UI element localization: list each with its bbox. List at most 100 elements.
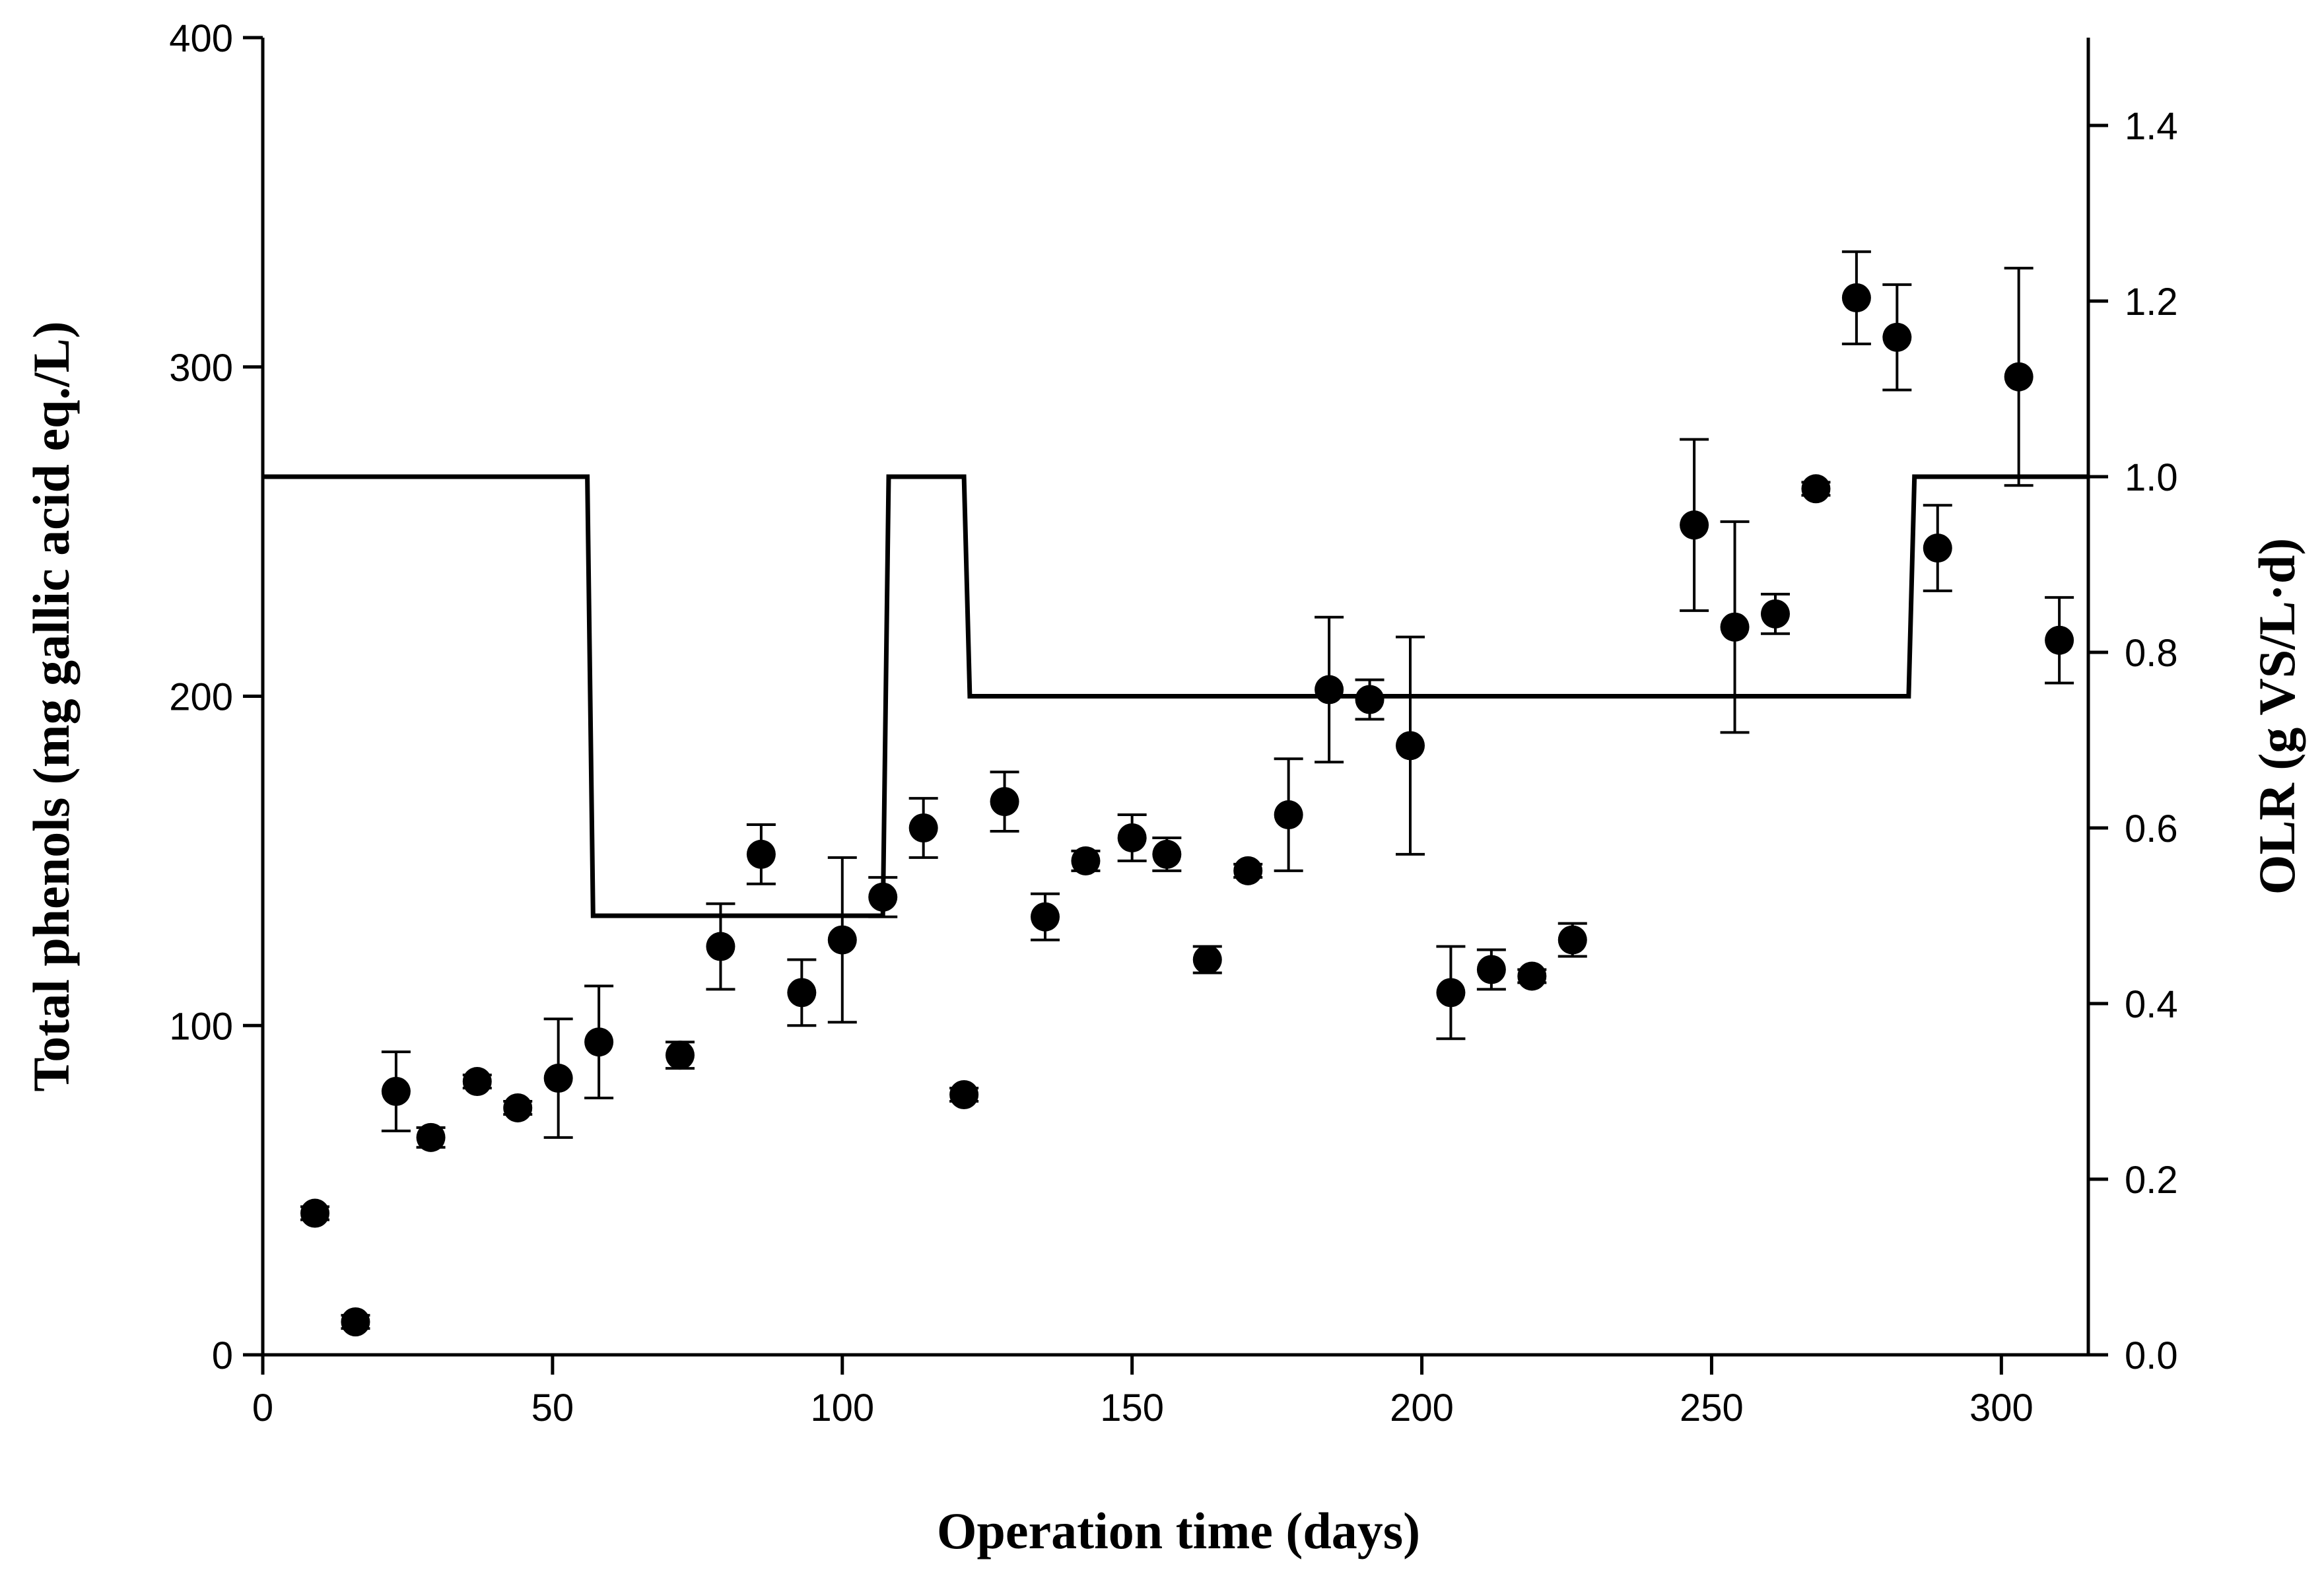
data-point-group	[666, 1041, 695, 1070]
data-point-group	[1680, 438, 1709, 612]
y2-tick-label: 0.6	[2125, 807, 2178, 850]
data-point	[1274, 800, 1303, 830]
data-point-group	[584, 984, 614, 1099]
data-point	[827, 925, 857, 955]
data-point-group	[1071, 846, 1101, 875]
data-point	[908, 813, 938, 842]
data-point	[1517, 961, 1547, 991]
y-tick-label: 300	[169, 347, 233, 390]
y-tick-label: 100	[169, 1005, 233, 1048]
data-point	[1355, 685, 1384, 714]
data-point	[1476, 955, 1506, 984]
y2-tick-label: 0.8	[2125, 632, 2178, 675]
data-point	[1233, 856, 1263, 885]
data-point-group	[503, 1093, 533, 1122]
data-point	[300, 1198, 329, 1228]
data-point-group	[300, 1198, 329, 1228]
data-point-group	[908, 797, 938, 859]
data-point-group	[1152, 836, 1182, 872]
data-point-group	[1315, 615, 1344, 764]
data-point	[1152, 839, 1182, 869]
data-point-group	[1117, 813, 1147, 862]
data-point-group	[1557, 922, 1587, 958]
data-point	[787, 978, 817, 1008]
y2-tick-label: 1.2	[2125, 281, 2178, 324]
data-point-group	[2045, 596, 2074, 685]
data-point	[341, 1307, 370, 1337]
y2-tick-label: 0.0	[2125, 1334, 2178, 1377]
x-tick-label: 0	[252, 1387, 273, 1429]
data-point	[1071, 846, 1101, 875]
data-point	[1117, 823, 1147, 852]
data-point	[503, 1093, 533, 1122]
data-point-group	[1761, 592, 1790, 635]
data-point-group	[1355, 678, 1384, 721]
y-tick-label: 400	[169, 17, 233, 60]
olr-series-layer	[263, 474, 2088, 918]
data-point-group	[1274, 757, 1303, 872]
data-point-group	[1923, 504, 1952, 592]
data-point-group	[416, 1122, 446, 1152]
data-point	[2004, 362, 2034, 392]
data-point	[949, 1079, 979, 1109]
y-axis-title: Total phenols (mg gallic acid eq./L)	[22, 321, 80, 1091]
data-point	[543, 1064, 573, 1093]
x-tick-label: 250	[1680, 1387, 1744, 1429]
data-point	[666, 1041, 695, 1070]
data-point-group	[949, 1079, 979, 1109]
y-tick-label: 200	[169, 676, 233, 719]
x-tick-label: 100	[810, 1387, 874, 1429]
data-point	[746, 839, 776, 869]
data-point	[462, 1067, 492, 1097]
axes	[243, 36, 2108, 1375]
olr-line	[263, 474, 2088, 918]
data-point-group	[381, 1050, 411, 1132]
data-point	[1031, 902, 1060, 932]
data-point-group	[1436, 945, 1466, 1041]
data-point	[1761, 599, 1790, 629]
data-point-group	[1841, 250, 1871, 345]
data-point-group	[543, 1017, 573, 1139]
data-point	[1841, 283, 1871, 313]
data-point	[1680, 510, 1709, 540]
y2-tick-label: 1.0	[2125, 456, 2178, 499]
y2-tick-label: 0.2	[2125, 1159, 2178, 1202]
data-point-group	[1476, 948, 1506, 991]
data-point	[381, 1077, 411, 1106]
data-point	[1436, 978, 1466, 1008]
y2-axis-title: OLR (g VS/L·d)	[2248, 538, 2306, 895]
x-tick-label: 300	[1969, 1387, 2034, 1429]
data-point	[2045, 625, 2074, 655]
data-point	[1315, 675, 1344, 704]
phenols-series-layer	[300, 250, 2074, 1337]
axis-labels: 0 50 100 150 200 250 300 0 100 200 300 400 0.0 0.2 0.4…	[169, 17, 2177, 1429]
data-point	[584, 1027, 614, 1057]
data-point	[416, 1122, 446, 1152]
data-point-group	[1801, 474, 1831, 504]
data-point-group	[1192, 945, 1222, 975]
data-point-group	[1233, 856, 1263, 885]
data-point	[706, 932, 735, 961]
x-axis-title: Operation time (days)	[937, 1502, 1420, 1559]
data-point	[1557, 925, 1587, 955]
data-point	[1801, 474, 1831, 504]
data-point-group	[868, 875, 898, 918]
x-tick-label: 150	[1100, 1387, 1164, 1429]
data-point	[1882, 322, 1912, 352]
data-point-group	[706, 902, 735, 991]
data-point	[1192, 945, 1222, 975]
y2-tick-label: 0.4	[2125, 983, 2178, 1026]
data-point-group	[1396, 635, 1425, 856]
data-point	[1720, 612, 1750, 642]
data-point-group	[1031, 892, 1060, 942]
data-point-group	[990, 771, 1019, 833]
data-point-group	[787, 958, 817, 1027]
y-tick-label: 0	[212, 1334, 233, 1377]
data-point-group	[1882, 283, 1912, 392]
data-point	[1923, 533, 1952, 563]
x-tick-label: 50	[531, 1387, 574, 1429]
data-point-group	[2004, 267, 2034, 487]
data-point	[868, 882, 898, 912]
data-point-group	[746, 823, 776, 885]
